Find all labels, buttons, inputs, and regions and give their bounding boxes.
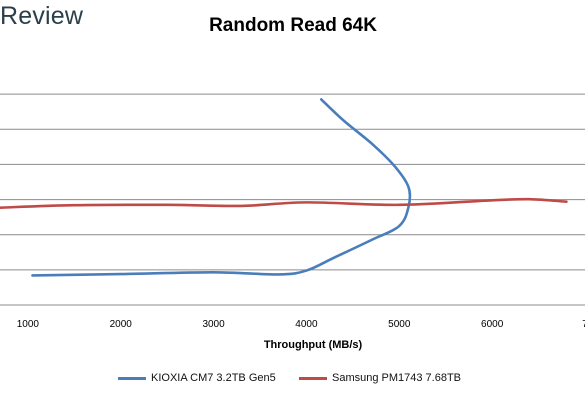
chart-legend: KIOXIA CM7 3.2TB Gen5 Samsung PM1743 7.6…: [0, 372, 585, 390]
x-tick-label: 7: [582, 319, 585, 330]
legend-swatch-kioxia: [118, 376, 146, 380]
gridlines: [0, 93, 585, 271]
series-lines: [0, 98, 568, 277]
x-tick-label: 2000: [110, 319, 133, 330]
site-logo: Review: [0, 2, 84, 30]
series-line-kioxia: [31, 98, 412, 277]
series-line-samsung: [0, 197, 568, 209]
chart-title: Random Read 64K: [209, 15, 377, 36]
x-tick-label: 1000: [17, 319, 40, 330]
legend-swatch-samsung: [299, 376, 327, 380]
legend-label-samsung: Samsung PM1743 7.68TB: [332, 372, 462, 384]
x-tick-label: 3000: [202, 319, 225, 330]
x-tick-label: 5000: [388, 319, 411, 330]
legend-item-kioxia: KIOXIA CM7 3.2TB Gen5: [118, 372, 276, 384]
x-tick-labels: 1000 2000 3000 4000 5000 6000 7: [17, 319, 585, 330]
legend-item-samsung: Samsung PM1743 7.68TB: [299, 372, 461, 384]
x-tick-label: 6000: [481, 319, 504, 330]
x-tick-label: 4000: [295, 319, 318, 330]
legend-label-kioxia: KIOXIA CM7 3.2TB Gen5: [151, 372, 276, 384]
x-axis-label: Throughput (MB/s): [264, 339, 363, 351]
